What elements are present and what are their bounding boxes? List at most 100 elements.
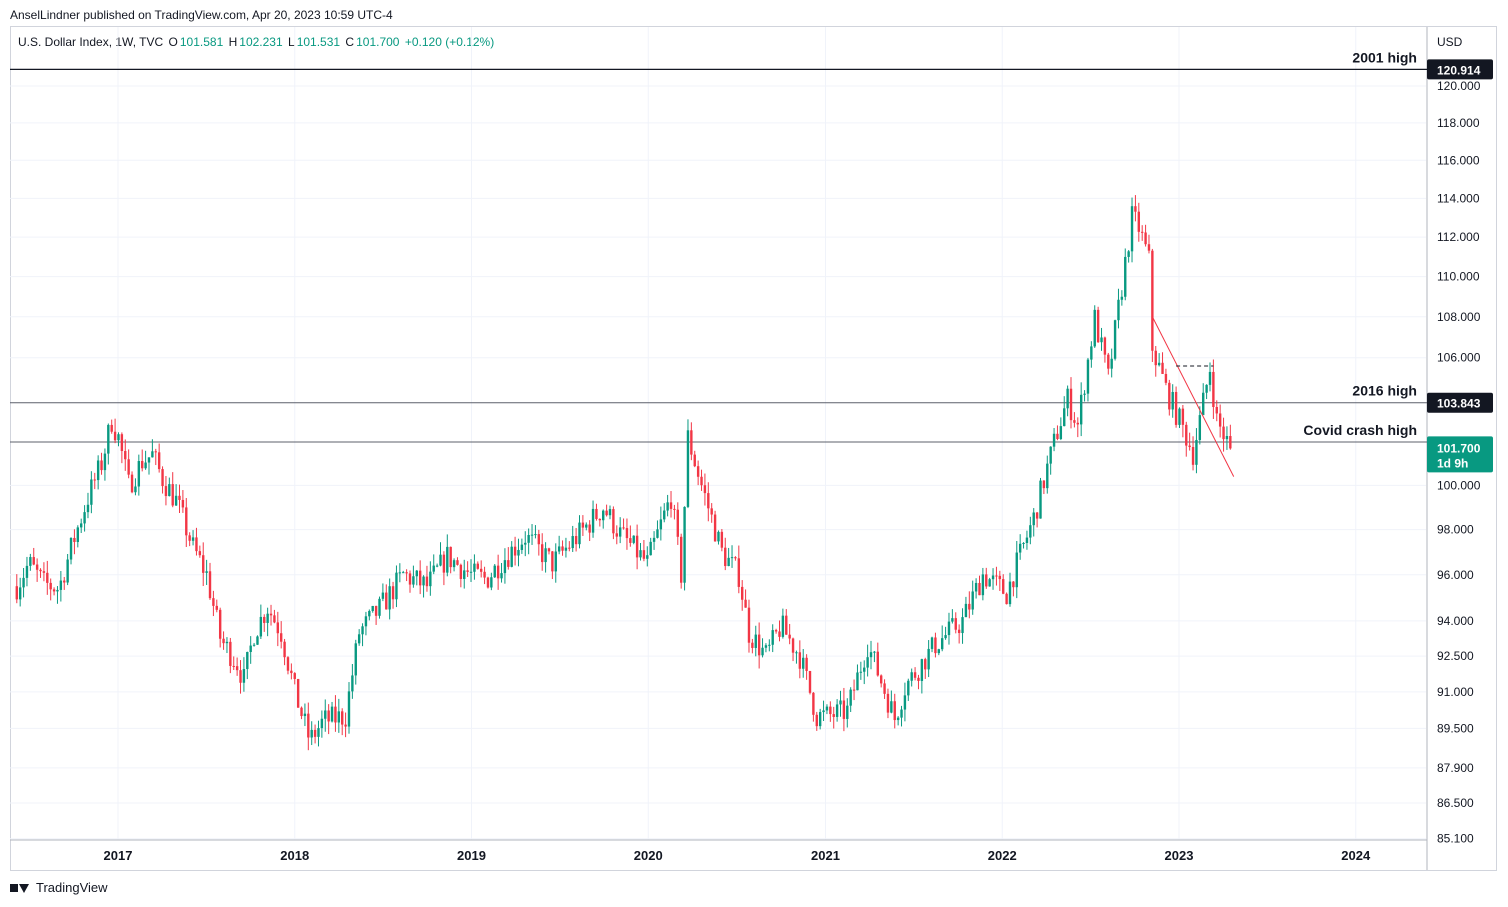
candle-body <box>802 657 805 669</box>
candle-body <box>598 518 602 521</box>
candle-body <box>456 560 459 565</box>
candle-body <box>1205 384 1208 393</box>
candle-body <box>442 554 446 573</box>
candle-body <box>93 479 96 481</box>
footer-brand[interactable]: TradingView <box>10 880 108 895</box>
y-tick-label: 106.000 <box>1437 351 1481 365</box>
candle-body <box>307 713 310 738</box>
candle-body <box>608 509 612 516</box>
candle-body <box>364 616 368 627</box>
candle-body <box>269 613 273 616</box>
candle-body <box>69 537 73 560</box>
candle-body <box>896 717 900 721</box>
tradingview-logo-icon <box>10 882 30 894</box>
candle-body <box>1049 446 1052 464</box>
candle-body <box>1066 388 1069 409</box>
candle-body <box>768 644 771 646</box>
candle-body <box>934 637 937 654</box>
last-price-text: 101.700 <box>1437 441 1481 455</box>
candle-body <box>622 527 625 529</box>
candle-body <box>761 647 764 656</box>
candle-body <box>863 667 866 672</box>
candle-body <box>757 634 761 656</box>
candle-body <box>646 555 649 559</box>
candle-body <box>991 575 995 580</box>
candle-body <box>168 484 171 497</box>
candle-body <box>185 507 188 536</box>
candle-body <box>29 557 32 566</box>
candle-body <box>890 701 893 713</box>
candle-body <box>429 571 432 587</box>
candle-body <box>849 689 852 706</box>
candle-body <box>1035 512 1039 519</box>
candle-body <box>276 622 280 634</box>
candle-body <box>279 633 283 642</box>
candle-body <box>927 648 930 670</box>
candle-body <box>500 573 503 579</box>
candle-body <box>900 709 903 718</box>
candle-body <box>666 502 669 511</box>
candle-body <box>1195 439 1198 465</box>
trend-line <box>1151 316 1235 477</box>
candle-body <box>334 706 337 723</box>
candle-body <box>734 557 737 559</box>
candle-body <box>893 701 896 721</box>
candle-body <box>415 570 418 577</box>
candle-body <box>300 707 303 717</box>
open-value: 101.581 <box>179 35 224 49</box>
candle-body <box>144 462 147 469</box>
candle-body <box>557 546 561 552</box>
candle-body <box>483 571 486 578</box>
candle-body <box>435 565 439 567</box>
candle-body <box>771 630 774 645</box>
candle-body <box>232 665 235 667</box>
candle-body <box>103 453 107 471</box>
candle-body <box>1140 231 1144 233</box>
x-tick-label: 2018 <box>280 848 309 863</box>
candle-body <box>879 675 883 684</box>
candle-body <box>693 454 696 467</box>
candle-body <box>18 587 22 600</box>
candle-body <box>408 573 412 585</box>
candle-body <box>1134 206 1137 212</box>
candle-body <box>486 577 490 588</box>
close-value: 101.700 <box>356 35 400 49</box>
candle-body <box>913 672 917 678</box>
candle-body <box>137 461 141 487</box>
close-label: C <box>345 35 355 49</box>
candle-body <box>595 508 598 519</box>
candle-body <box>1086 359 1090 394</box>
candle-body <box>947 621 951 636</box>
candle-body <box>1052 433 1056 447</box>
candle-body <box>940 638 944 650</box>
candle-body <box>1157 362 1161 366</box>
candle-body <box>995 575 998 577</box>
candle-body <box>795 652 798 654</box>
candle-body <box>337 711 341 723</box>
candle-body <box>174 495 178 506</box>
candle-body <box>852 689 856 691</box>
candle-body <box>1015 552 1018 588</box>
candle-body <box>568 547 571 549</box>
candle-body <box>727 557 730 567</box>
candle-body <box>39 569 42 572</box>
candle-body <box>1073 420 1076 423</box>
candle-body <box>351 675 354 692</box>
y-tick-label: 120.000 <box>1437 79 1481 93</box>
level-label: 2016 high <box>1352 383 1417 399</box>
candle-body <box>744 599 747 608</box>
candle-body <box>754 634 757 648</box>
symbol-name[interactable]: U.S. Dollar Index, 1W, TVC <box>18 35 164 49</box>
candle-body <box>361 626 364 635</box>
candle-body <box>1174 391 1178 425</box>
candle-body <box>581 522 585 528</box>
candle-body <box>208 571 212 599</box>
candle-body <box>490 577 493 588</box>
candle-body <box>293 673 296 679</box>
candle-body <box>571 536 574 549</box>
y-tick-label: 92.500 <box>1437 649 1474 663</box>
candle-body <box>669 502 673 509</box>
bar-countdown-text: 1d 9h <box>1437 456 1468 470</box>
candles <box>15 195 1232 751</box>
